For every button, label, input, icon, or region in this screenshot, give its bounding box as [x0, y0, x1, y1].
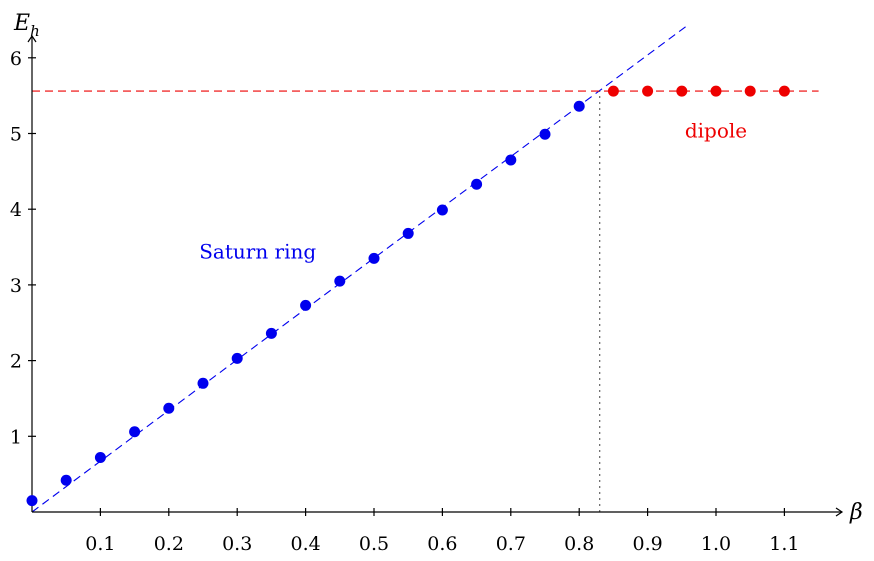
x-tick-label: 0.6 [427, 533, 457, 555]
annotations: Saturn ring dipole [199, 118, 747, 263]
saturn-ring-point [94, 451, 106, 463]
y-tick-label: 3 [10, 275, 22, 297]
axes [27, 34, 844, 517]
x-tick-label: 0.5 [359, 533, 389, 555]
saturn-ring-annotation: Saturn ring [199, 239, 316, 263]
y-tick-label: 5 [10, 124, 22, 146]
saturn-ring-point [471, 178, 483, 190]
x-tick-label: 0.8 [564, 533, 594, 555]
saturn-ring-point [402, 227, 414, 239]
y-ticks: 1 2 3 4 5 6 [10, 48, 36, 448]
x-tick-label: 0.9 [632, 533, 662, 555]
x-tick-label: 0.7 [496, 533, 526, 555]
y-axis-label: Eh [13, 11, 40, 40]
dipole-point [642, 85, 654, 97]
saturn-ring-point [539, 128, 551, 140]
saturn-ring-point [197, 377, 209, 389]
saturn-ring-point [26, 495, 38, 507]
y-axis-arrow [27, 34, 37, 43]
x-axis-arrow [835, 507, 844, 517]
reference-lines [31, 24, 819, 513]
y-tick-label: 4 [10, 199, 22, 221]
data-points [26, 85, 790, 507]
y-tick-label: 2 [10, 351, 22, 373]
saturn-ring-point [163, 402, 175, 414]
dipole-annotation: dipole [685, 118, 747, 142]
x-ticks: 0.1 0.2 0.3 0.4 0.5 0.6 0.7 0.8 0.9 1.0 1.1 [85, 508, 800, 555]
dipole-point [744, 85, 756, 97]
x-tick-label: 1.0 [701, 533, 731, 555]
saturn-ring-point [573, 100, 585, 112]
saturn-ring-fit-line [31, 24, 689, 513]
y-axis-label-subscript: h [30, 22, 40, 40]
x-tick-label: 0.1 [85, 533, 115, 555]
dipole-point [778, 85, 790, 97]
saturn-ring-point [368, 252, 380, 264]
x-tick-label: 1.1 [769, 533, 799, 555]
x-tick-label: 0.2 [154, 533, 184, 555]
saturn-ring-point [300, 299, 312, 311]
saturn-ring-point [129, 426, 141, 438]
saturn-ring-point [436, 204, 448, 216]
dipole-point [676, 85, 688, 97]
saturn-ring-point [231, 352, 243, 364]
x-tick-label: 0.3 [222, 533, 252, 555]
saturn-ring-point [505, 154, 517, 166]
y-tick-label: 1 [10, 426, 22, 448]
x-tick-label: 0.4 [290, 533, 320, 555]
x-axis-label: β [849, 500, 863, 525]
saturn-ring-point [334, 275, 346, 287]
y-axis-label-main: E [13, 11, 30, 36]
y-tick-label: 6 [10, 48, 22, 70]
dipole-point [607, 85, 619, 97]
dipole-point [710, 85, 722, 97]
saturn-ring-point [265, 327, 277, 339]
saturn-ring-point [60, 474, 72, 486]
